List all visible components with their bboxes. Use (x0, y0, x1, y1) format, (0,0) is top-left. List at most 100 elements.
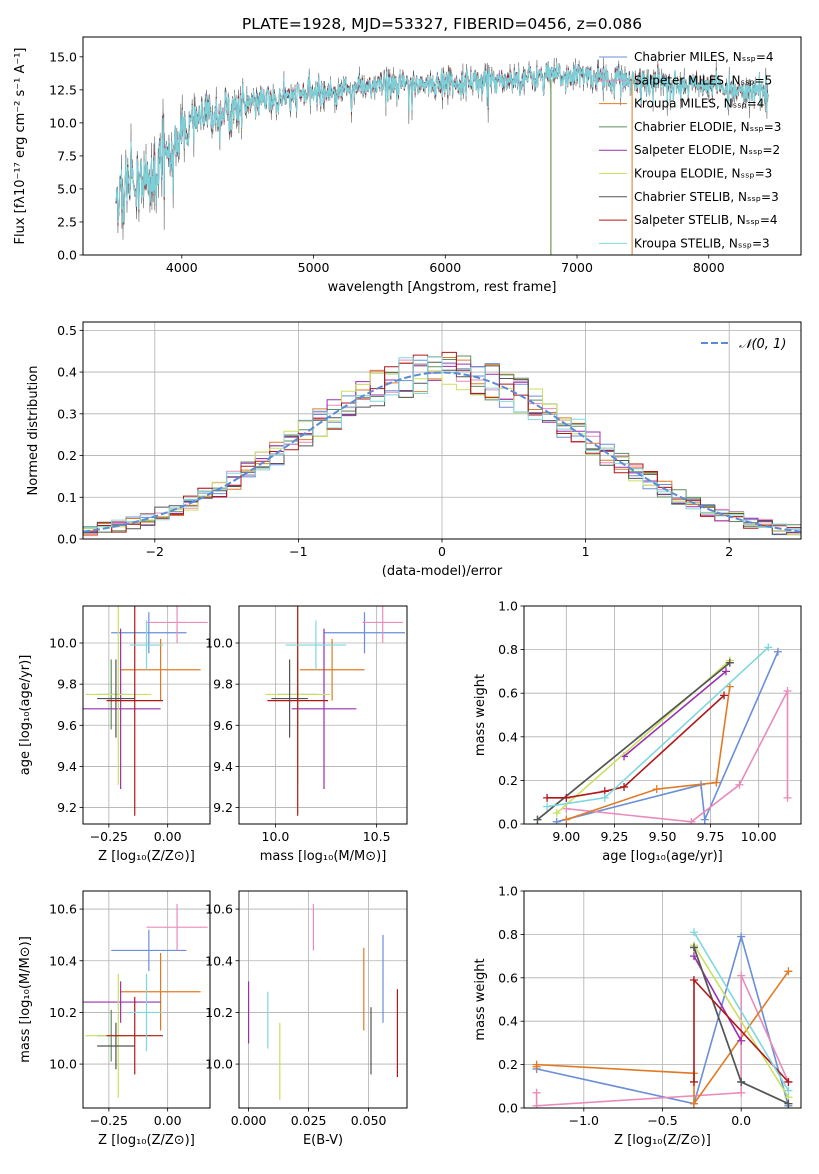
errorbar-point-chabrier-stelib (97, 1022, 135, 1070)
errorbar-point-kroupa-miles (120, 953, 201, 1031)
x-axis-label: mass [log₁₀(M/M⊙)] (260, 849, 387, 864)
errorbar-point-salpeter-miles (146, 606, 208, 644)
x-axis-label: Z [log₁₀(Z/Z⊙)] (98, 849, 195, 864)
y-axis-label: mass weight (473, 958, 488, 1040)
y-tick-label: 1.0 (498, 884, 518, 899)
plot-area (532, 928, 793, 1108)
errorbar-point-salpeter-miles (146, 903, 208, 951)
y-tick-label: 0.8 (498, 642, 518, 657)
plus-marker (720, 691, 729, 700)
grid-lines (83, 606, 210, 824)
axes-7: 0.000 0.025 0.050 10.0 10.2 10.4 10.6 E(B-V) (205, 890, 408, 1148)
plus-marker (532, 1088, 541, 1097)
y-tick-label: 0.4 (498, 729, 518, 744)
y-tick-label: 10.0 (205, 1057, 233, 1072)
legend-entry-kroupa-stelib: Kroupa STELIB, Nₛₛₚ=3 (634, 236, 770, 250)
y-tick-label: 0.2 (498, 1057, 518, 1072)
axes-4: 10.0 10.5 9.2 9.4 9.6 9.8 10.0 mass [log₁₀(M/M⊙… (205, 605, 408, 864)
plus-marker (620, 782, 629, 791)
x-axis-label: Z [log₁₀(Z/Z⊙)] (98, 1133, 195, 1148)
axes-3: −0.25 0.00 9.2 9.4 9.6 9.8 10.0 Z [log₁₀(Z/Z⊙)]… (18, 605, 211, 864)
x-tick-label: 6000 (429, 260, 461, 275)
plus-marker (783, 793, 792, 802)
plus-marker (784, 1086, 793, 1095)
plus-marker (652, 785, 661, 794)
plus-marker (562, 804, 571, 813)
errorbar-point-kroupa-elodie (85, 606, 152, 785)
plus-marker (784, 1099, 793, 1108)
legend: 𝒩(0, 1) (701, 337, 786, 352)
plus-marker (712, 778, 721, 787)
plus-marker (783, 687, 792, 696)
model-spectrum-kroupa-stelib (115, 62, 769, 223)
axes-1: 4000 5000 6000 7000 8000 0.0 2.5 5.0 7.5 10.0 12.5… (13, 15, 802, 295)
plus-marker (784, 967, 793, 976)
axes-2: −2 −1 0 1 2 0.0 0.1 0.2 0.3 0.4 0.5 𝒩(0, 1) (data-mo… (26, 321, 802, 579)
errorbar-point-salpeter-stelib (267, 606, 329, 816)
axes-8: −1.0 −0.5 0.0 0.0 0.2 0.4 0.6 0.8 1.0 Z [log₁₀(Z/… (473, 884, 802, 1148)
errorbar-point-salpeter-elodie (83, 981, 161, 1023)
series-line (566, 686, 731, 821)
x-axis-label: E(B-V) (303, 1133, 343, 1148)
x-tick-label: 0.0 (731, 1113, 751, 1128)
errorbar-point-chabrier-stelib (97, 659, 135, 738)
legend-entry-chabrier-miles: Chabrier MILES, Nₛₛₚ=4 (634, 50, 774, 64)
series-chabrier-stelib (689, 943, 793, 1108)
plus-marker (764, 643, 773, 652)
y-tick-label: 10.0 (49, 115, 77, 130)
plus-marker (543, 802, 552, 811)
y-tick-label: 0.6 (498, 686, 518, 701)
plus-marker (532, 1101, 541, 1108)
plus-marker (689, 943, 698, 952)
x-tick-label: 0.00 (154, 1113, 182, 1128)
axes-frame (238, 890, 408, 1109)
x-tick-label: 0 (438, 544, 446, 559)
y-tick-label: 0.0 (57, 532, 77, 547)
legend-entry-salpeter-stelib: Salpeter STELIB, Nₛₛₚ=4 (634, 213, 778, 227)
x-axis-label: Z [log₁₀(Z/Z⊙)] (614, 1133, 711, 1148)
errorbar-point-chabrier-miles (324, 612, 405, 654)
errorbar-point-chabrier-stelib (271, 659, 308, 738)
errorbar-point-chabrier-miles (111, 929, 187, 972)
y-axis-label: age [log₁₀(age/yr)] (18, 655, 33, 776)
plus-marker (562, 815, 571, 824)
plus-marker (543, 793, 552, 802)
y-tick-label: 10.2 (205, 1005, 233, 1020)
residual-histogram-kroupa-stelib (83, 356, 801, 530)
x-axis-label: wavelength [Angstrom, rest frame] (328, 280, 557, 295)
series-line (536, 933, 790, 1107)
x-tick-label: 9.25 (600, 829, 628, 844)
y-tick-label: 2.5 (57, 214, 77, 229)
axes-frame (82, 321, 802, 540)
y-axis-label: Normed distribution (26, 366, 41, 496)
errorbar-point-salpeter-miles (362, 606, 403, 644)
x-tick-label: 0.000 (231, 1113, 267, 1128)
errorbar-point-kroupa-miles (299, 638, 365, 701)
y-tick-label: 0.0 (498, 817, 518, 832)
plot-area (83, 903, 208, 1098)
grid-lines (83, 891, 210, 1108)
errorbar-point-salpeter-elodie (83, 628, 161, 790)
y-tick-label: 10.6 (205, 902, 233, 917)
gaussian-reference-curve (83, 371, 801, 533)
y-tick-label: 9.4 (57, 759, 77, 774)
axes-frame (82, 36, 802, 256)
y-tick-label: 9.8 (57, 677, 77, 692)
series-salpeter-stelib (689, 975, 793, 1086)
plus-marker (725, 682, 734, 691)
plot-area (533, 643, 792, 824)
residual-histogram-kroupa-elodie (83, 370, 801, 535)
y-tick-label: 0.0 (57, 248, 77, 263)
y-tick-label: 10.0 (49, 1057, 77, 1072)
plot-area (115, 57, 769, 255)
y-tick-label: 10.0 (205, 636, 233, 651)
x-tick-label: 5000 (298, 260, 330, 275)
y-tick-label: 0.2 (57, 448, 77, 463)
axes-5: 9.00 9.25 9.50 9.75 10.00 0.0 0.2 0.4 0.6 0.8 1.0 a… (473, 599, 802, 864)
plus-marker (562, 793, 571, 802)
series-salpeter-miles (562, 687, 792, 824)
errorbar-point-chabrier-miles (111, 612, 187, 654)
legend-entry-kroupa-elodie: Kroupa ELODIE, Nₛₛₚ=3 (634, 167, 772, 181)
x-axis-label: age [log₁₀(age/yr)] (602, 849, 723, 864)
